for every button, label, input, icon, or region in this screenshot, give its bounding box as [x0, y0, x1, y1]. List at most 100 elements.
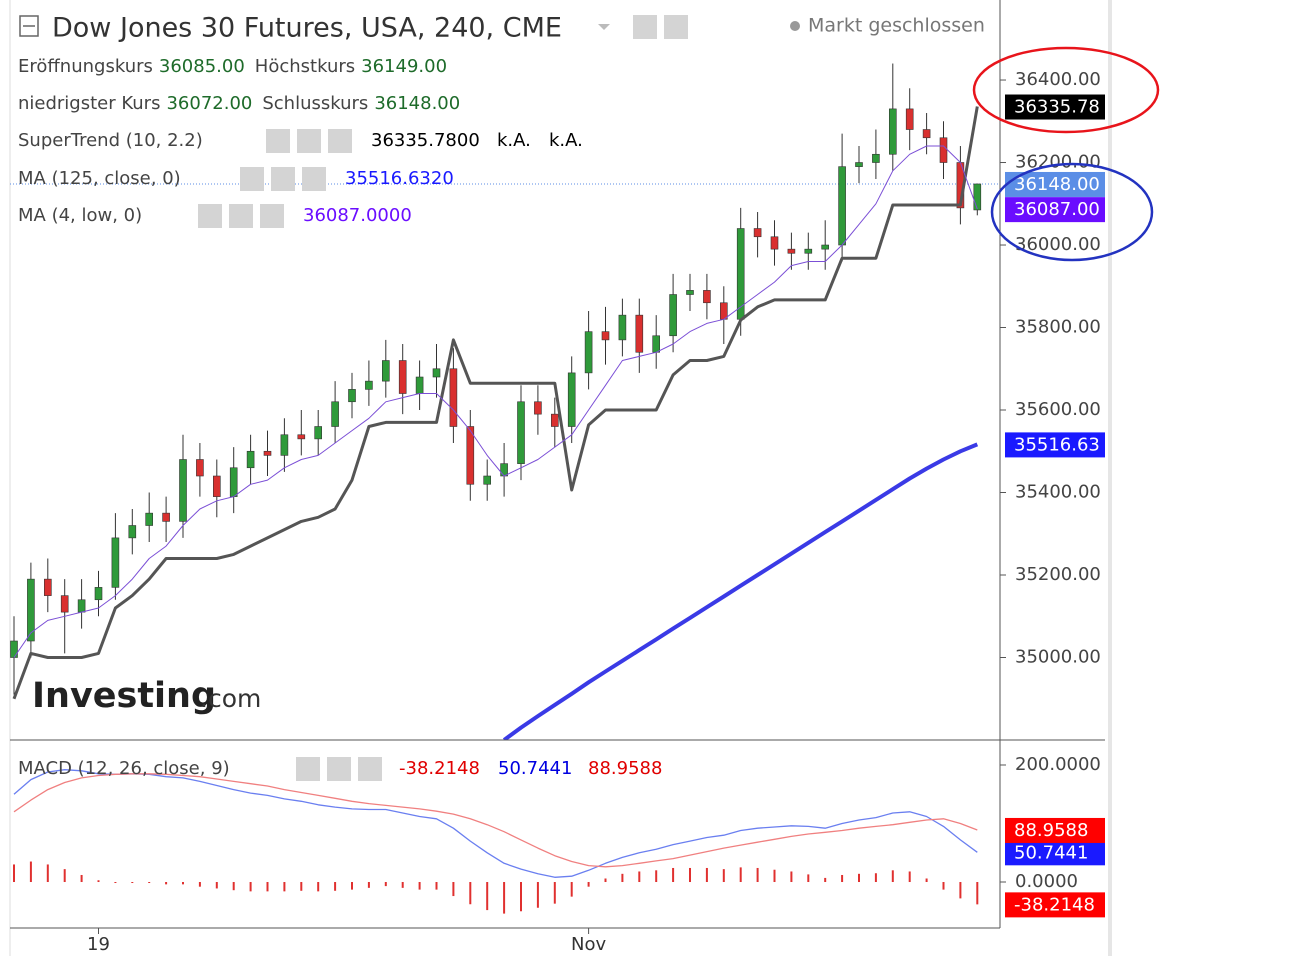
price-tag: 35516.63 — [1014, 434, 1100, 455]
candle-body — [179, 459, 187, 522]
y-tick-label: 36200.00 — [1015, 152, 1101, 173]
legend-value: 50.7441 — [498, 758, 572, 779]
ohlc-label: Schlusskurs — [262, 93, 368, 114]
histogram-bar — [705, 867, 708, 883]
histogram-bar — [29, 861, 32, 883]
price-tag-box — [1005, 840, 1105, 866]
candle-body — [111, 537, 120, 588]
histogram-bar — [790, 871, 793, 883]
legend-icon[interactable] — [296, 757, 320, 781]
candle-body — [973, 183, 982, 211]
price-tag-box — [1005, 892, 1105, 918]
legend-icon[interactable] — [302, 167, 326, 191]
candle-body — [449, 368, 458, 427]
y-tick-label: 36400.00 — [1015, 69, 1101, 90]
legend-icon[interactable] — [327, 757, 351, 781]
eye-icon[interactable] — [633, 15, 657, 39]
candle-body — [905, 108, 914, 130]
histogram-bar — [756, 867, 759, 883]
histogram-bar — [824, 877, 827, 883]
candle-body — [162, 512, 170, 522]
histogram-bar — [638, 871, 641, 883]
histogram-bar — [452, 882, 455, 897]
legend-icon[interactable] — [266, 129, 290, 153]
histogram-bar — [841, 874, 844, 883]
legend-icon[interactable] — [198, 204, 222, 228]
candle-body — [567, 372, 576, 427]
histogram-bar — [621, 873, 624, 883]
legend-extra: k.A. — [549, 130, 583, 151]
legend-icon[interactable] — [229, 204, 253, 228]
candle-body — [398, 360, 407, 394]
price-tag: -38.2148 — [1014, 894, 1095, 915]
candle-body — [618, 314, 627, 341]
price-tags: 36335.78 35516.63 36087.00 36148.00 -38.2148… — [1005, 94, 1105, 918]
histogram-bar — [249, 882, 252, 892]
candle-body — [128, 525, 137, 539]
legend-extra: k.A. — [497, 130, 531, 151]
dropdown-caret[interactable] — [598, 24, 610, 30]
candle-body — [381, 360, 390, 382]
histogram-bar — [874, 873, 877, 883]
histogram-bar — [334, 882, 337, 891]
ohlc-line: Eröffnungskurs 36085.00 Höchstkurs 36149.00 — [18, 56, 447, 77]
ohlc-value: 36085.00 — [159, 56, 245, 77]
candle-body — [60, 595, 69, 613]
histogram-bar — [976, 882, 979, 905]
histogram-bar — [317, 882, 320, 892]
y-tick-label: 200.0000 — [1015, 754, 1101, 775]
candle-body — [584, 331, 593, 374]
candle-body — [213, 475, 221, 497]
y-tick-label: 36000.00 — [1015, 234, 1101, 255]
price-tag-box — [1005, 94, 1105, 120]
candle-body — [246, 450, 255, 469]
histogram-bar — [520, 882, 522, 912]
histogram-bar — [536, 882, 539, 908]
histogram-bar — [672, 867, 675, 883]
legend-icon[interactable] — [328, 129, 352, 153]
histogram-bar — [604, 878, 607, 883]
watermark-suffix: .com — [200, 684, 261, 713]
candle-body — [483, 475, 492, 485]
settings-icon[interactable] — [664, 15, 688, 39]
histogram-bar — [283, 882, 286, 892]
histogram-bar — [469, 882, 472, 905]
candle-body — [872, 153, 880, 163]
candle-body — [804, 248, 813, 254]
legend-icon[interactable] — [271, 167, 295, 191]
histogram-bar — [148, 882, 151, 884]
legend-icon[interactable] — [358, 757, 382, 781]
candle-body — [415, 376, 424, 394]
histogram-bar — [367, 882, 370, 888]
histogram-bar — [503, 882, 506, 914]
legend-icon[interactable] — [240, 167, 264, 191]
candle-body — [787, 248, 796, 254]
legend-value: -38.2148 — [399, 758, 480, 779]
candle-body — [94, 587, 103, 601]
price-tag: 36148.00 — [1014, 174, 1100, 195]
histogram-bar — [418, 882, 421, 890]
candle-body — [838, 166, 846, 246]
ohlc-value: 36149.00 — [361, 56, 447, 77]
legend-icon[interactable] — [297, 129, 321, 153]
collapse-icon[interactable] — [19, 15, 39, 37]
price-tag: 36087.00 — [1014, 199, 1100, 220]
histogram-bar — [63, 869, 66, 883]
histogram-bar — [773, 869, 776, 883]
candle-body — [196, 459, 204, 477]
histogram-bar — [13, 864, 15, 883]
histogram-bar — [300, 882, 303, 891]
legend-icon[interactable] — [260, 204, 284, 228]
candle-body — [939, 137, 948, 163]
candle-body — [652, 335, 661, 353]
legend-name: MA (125, close, 0) — [18, 168, 181, 189]
legend-name: MACD (12, 26, close, 9) — [18, 758, 230, 779]
ohlc-value: 36148.00 — [374, 93, 460, 114]
status-dot — [790, 21, 800, 31]
candle-body — [686, 290, 694, 295]
candle-body — [770, 236, 779, 250]
legend-value: 35516.6320 — [345, 168, 454, 189]
x-tick-label: 19 — [87, 934, 110, 955]
price-tag: 36335.78 — [1014, 97, 1100, 118]
